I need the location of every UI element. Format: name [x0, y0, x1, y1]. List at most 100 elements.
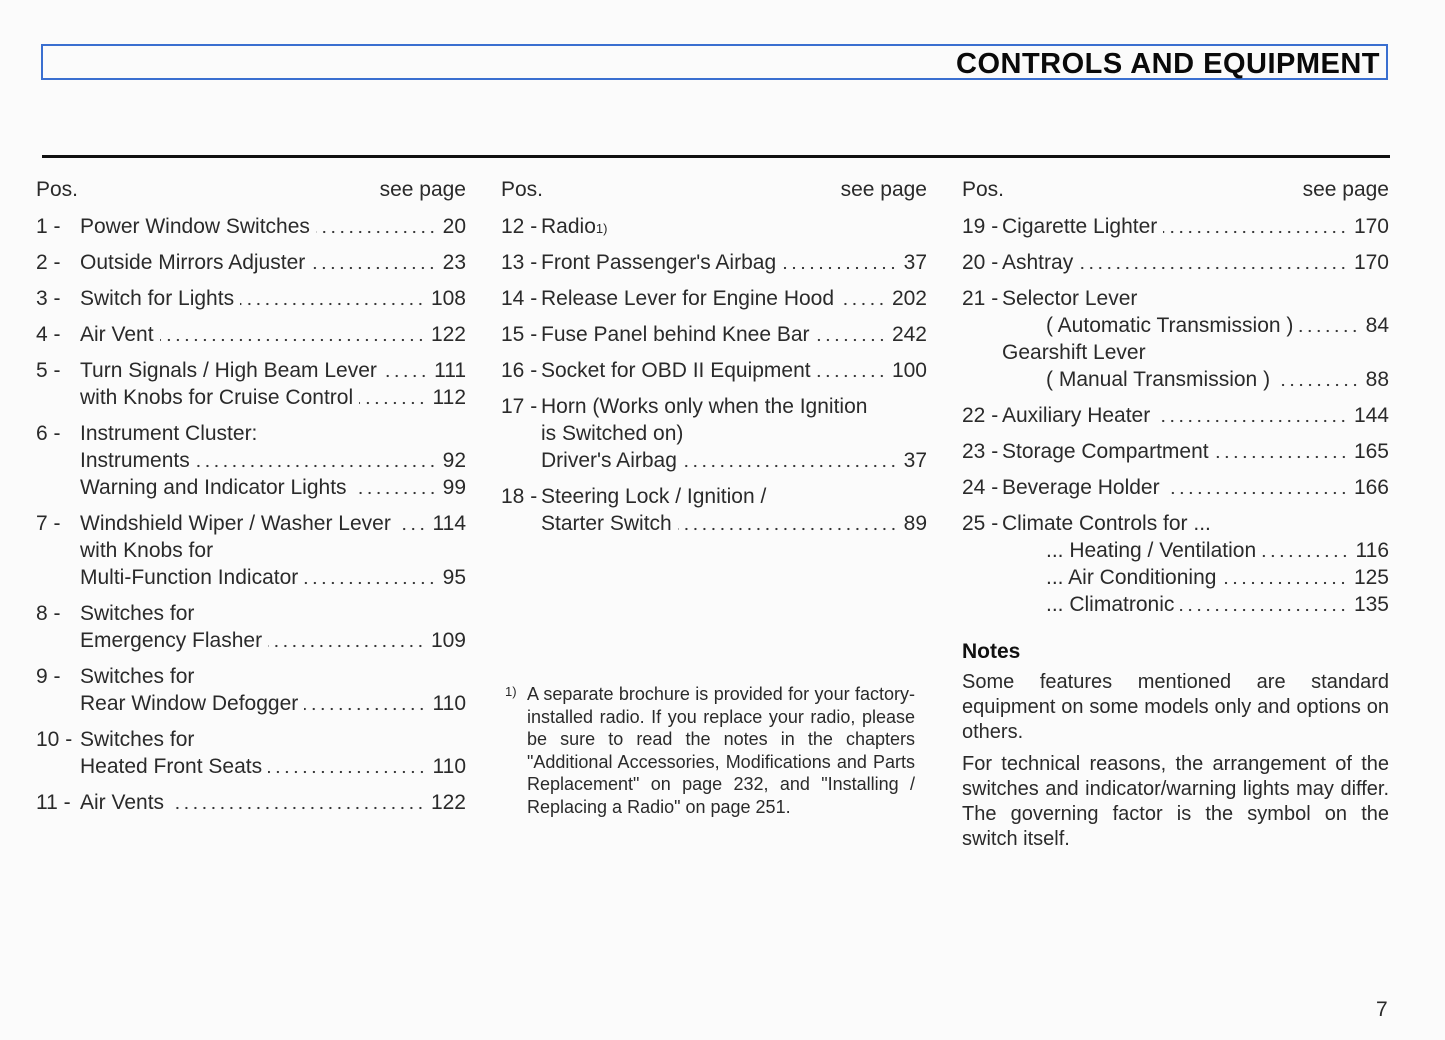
- dot-leader: [682, 463, 898, 468]
- entry-label: Selector Lever: [1002, 287, 1138, 310]
- page-ref: 108: [430, 287, 466, 310]
- entry-label: Cigarette Lighter: [1002, 215, 1158, 238]
- dot-leader: [315, 229, 437, 234]
- entry-number: 21 -: [962, 287, 999, 310]
- toc-line: 13 - Front Passenger's Airbag 37: [501, 249, 927, 276]
- column-2: Pos. see page 12 - Radio 1) 13 - Front Passeng…: [501, 176, 927, 546]
- toc-line: Starter Switch 89: [501, 510, 927, 537]
- toc-entry: 18 - Steering Lock / Ignition / Starter Sw…: [501, 483, 927, 537]
- footnote-ref: 1): [595, 221, 608, 236]
- footnote-mark: 1): [505, 684, 517, 699]
- entry-label: Front Passenger's Airbag: [541, 251, 777, 274]
- toc-line: 5 - Turn Signals / High Beam Lever 111: [36, 357, 466, 384]
- toc-entry: 10 - Switches for Heated Front Seats 110: [36, 726, 466, 780]
- page-ref: 109: [430, 629, 466, 652]
- toc-line: 19 - Cigarette Lighter 170: [962, 213, 1389, 240]
- toc-entry: 7 - Windshield Wiper / Washer Lever 114 wit…: [36, 510, 466, 591]
- dot-leader: [195, 463, 437, 468]
- page-ref: 100: [891, 359, 927, 382]
- section-title-box: CONTROLS AND EQUIPMENT: [41, 44, 1388, 80]
- entry-number: 2 -: [36, 251, 61, 274]
- page-ref: 20: [442, 215, 466, 238]
- entry-number: 5 -: [36, 359, 61, 382]
- page-ref: 122: [430, 323, 466, 346]
- dot-leader: [311, 265, 437, 270]
- dot-leader: [268, 769, 427, 774]
- toc-entry: 15 - Fuse Panel behind Knee Bar 242: [501, 321, 927, 348]
- entry-number: 7 -: [36, 512, 61, 535]
- entry-number: 3 -: [36, 287, 61, 310]
- page-ref: 116: [1355, 539, 1389, 562]
- toc-line: is Switched on): [501, 420, 927, 447]
- entry-number: 13 -: [501, 251, 538, 274]
- dot-leader: [815, 337, 886, 342]
- entry-number: 12 -: [501, 215, 538, 238]
- toc-line: with Knobs for Cruise Control 112: [36, 384, 466, 411]
- footnote: 1) A separate brochure is provided for y…: [505, 683, 915, 818]
- page-number: 7: [1376, 998, 1388, 1021]
- entry-label: Socket for OBD II Equipment: [541, 359, 811, 382]
- toc-entry: 5 - Turn Signals / High Beam Lever 111 with…: [36, 357, 466, 411]
- toc-line: 24 - Beverage Holder 166: [962, 474, 1389, 501]
- entry-label: Gearshift Lever: [1002, 341, 1146, 364]
- entry-label: Turn Signals / High Beam Lever: [80, 359, 377, 382]
- dot-leader: [1214, 454, 1348, 459]
- toc-line: 7 - Windshield Wiper / Washer Lever 114: [36, 510, 466, 537]
- toc-line: 18 - Steering Lock / Ignition /: [501, 483, 927, 510]
- page-ref: 166: [1353, 476, 1389, 499]
- toc-entry: 21 - Selector Lever( Automatic Transmissi…: [962, 285, 1389, 393]
- entry-number: 19 -: [962, 215, 999, 238]
- entry-number: 22 -: [962, 404, 999, 427]
- dot-leader: [240, 301, 425, 306]
- entry-number: 18 -: [501, 485, 538, 508]
- page-ref: 122: [430, 791, 466, 814]
- dot-leader: [359, 400, 427, 405]
- notes-heading: Notes: [962, 640, 1021, 663]
- toc-line: 4 - Air Vent 122: [36, 321, 466, 348]
- entry-number: 16 -: [501, 359, 538, 382]
- toc-entry: 22 - Auxiliary Heater 144: [962, 402, 1389, 429]
- entry-number: 11 -: [36, 791, 71, 814]
- page-ref: 88: [1365, 368, 1389, 391]
- page-ref: 89: [903, 512, 927, 535]
- dot-leader: [382, 373, 429, 378]
- entry-label: Radio: [541, 215, 596, 238]
- pos-label: Pos.: [501, 178, 544, 201]
- entry-label: Instrument Cluster:: [80, 422, 258, 445]
- entry-number: 9 -: [36, 665, 61, 688]
- toc-line: Heated Front Seats 110: [36, 753, 466, 780]
- entry-label: with Knobs for: [80, 539, 214, 562]
- entry-label: Climate Controls for ...: [1002, 512, 1211, 535]
- dot-leader: [677, 526, 898, 531]
- column-1: Pos. see page 1 - Power Window Switches 20 2 …: [36, 176, 466, 825]
- toc-line: 17 - Horn (Works only when the Ignition: [501, 393, 927, 420]
- toc-line: 3 - Switch for Lights 108: [36, 285, 466, 312]
- dot-leader: [816, 373, 886, 378]
- page-ref: 95: [442, 566, 466, 589]
- toc-line: ( Manual Transmission ) 88: [962, 366, 1389, 393]
- see-page-label: see page: [379, 178, 466, 201]
- toc-entry: 11 - Air Vents 122: [36, 789, 466, 816]
- pos-label: Pos.: [36, 178, 79, 201]
- notes-paragraph: Some features mentioned are standard equ…: [962, 671, 1389, 743]
- entry-number: 20 -: [962, 251, 999, 274]
- entry-label: Ashtray: [1002, 251, 1074, 274]
- dot-leader: [1222, 580, 1348, 585]
- page-ref: 170: [1353, 251, 1389, 274]
- toc-line: 10 - Switches for: [36, 726, 466, 753]
- dot-leader: [1180, 607, 1348, 612]
- dot-leader: [268, 643, 425, 648]
- column-header: Pos. see page: [962, 176, 1389, 206]
- toc-entry: 24 - Beverage Holder 166: [962, 474, 1389, 501]
- toc-line: 15 - Fuse Panel behind Knee Bar 242: [501, 321, 927, 348]
- toc-line: 23 - Storage Compartment 165: [962, 438, 1389, 465]
- entry-label: ... Climatronic: [1046, 593, 1175, 616]
- toc-line: Rear Window Defogger 110: [36, 690, 466, 717]
- toc-line: 2 - Outside Mirrors Adjuster 23: [36, 249, 466, 276]
- entry-number: 25 -: [962, 512, 999, 535]
- page-ref: 92: [442, 449, 466, 472]
- see-page-label: see page: [840, 178, 927, 201]
- toc-entry: 8 - Switches for Emergency Flasher 109: [36, 600, 466, 654]
- entry-label: ... Air Conditioning: [1046, 566, 1217, 589]
- toc-entry: 9 - Switches for Rear Window Defogger 110: [36, 663, 466, 717]
